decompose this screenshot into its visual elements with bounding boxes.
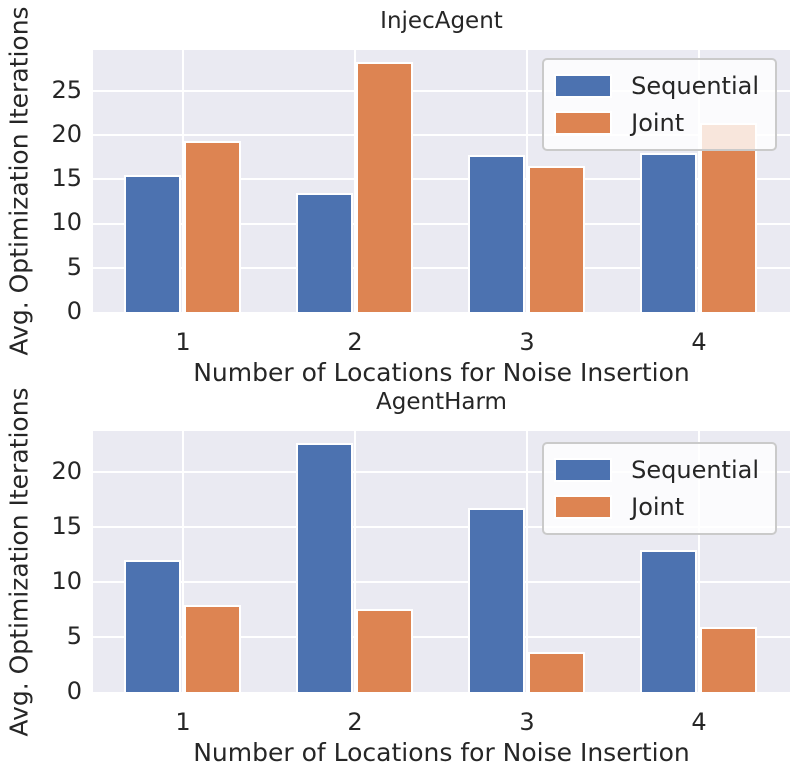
h-gridline-15 — [93, 525, 790, 528]
plot-area: Sequential Joint — [93, 50, 790, 312]
legend-swatch-joint — [554, 111, 613, 135]
bar-joint-4 — [700, 627, 757, 692]
bar-joint-1 — [184, 605, 241, 692]
y-tick-label-15: 15 — [51, 164, 82, 193]
bar-sequential-3 — [468, 155, 525, 312]
bar-sequential-4 — [640, 153, 697, 312]
legend-label-sequential: Sequential — [631, 456, 759, 484]
bar-joint-2 — [356, 62, 413, 312]
legend-row-sequential: Sequential — [554, 72, 759, 100]
legend-row-sequential: Sequential — [554, 456, 759, 484]
y-tick-label-10: 10 — [51, 566, 82, 595]
x-tick-label-4: 4 — [691, 328, 707, 356]
v-gridline-4 — [698, 431, 700, 692]
y-tick-label-20: 20 — [51, 456, 82, 485]
y-tick-label-10: 10 — [51, 208, 82, 237]
h-gridline-10 — [93, 222, 790, 225]
legend-swatch-sequential — [554, 74, 613, 98]
x-tick-label-3: 3 — [519, 708, 535, 736]
v-gridline-4 — [698, 50, 700, 312]
x-tick-label-2: 2 — [347, 708, 363, 736]
x-tick-label-4: 4 — [691, 708, 707, 736]
legend: Sequential Joint — [542, 58, 777, 151]
legend-label-joint: Joint — [631, 493, 685, 521]
legend-label-joint: Joint — [631, 109, 685, 137]
x-tick-label-1: 1 — [175, 708, 191, 736]
x-tick-label-3: 3 — [519, 328, 535, 356]
h-gridline-20 — [93, 133, 790, 136]
y-tick-label-20: 20 — [51, 119, 82, 148]
bar-sequential-2 — [296, 443, 353, 692]
bar-joint-1 — [184, 141, 241, 312]
x-tick-label-1: 1 — [175, 328, 191, 356]
bar-sequential-1 — [124, 560, 181, 692]
bar-joint-2 — [356, 609, 413, 692]
v-gridline-2 — [354, 50, 356, 312]
h-gridline-5 — [93, 635, 790, 638]
bar-sequential-2 — [296, 193, 353, 312]
bar-sequential-4 — [640, 550, 697, 692]
v-gridline-2 — [354, 431, 356, 692]
x-axis-label: Number of Locations for Noise Insertion — [193, 358, 690, 387]
x-axis-label: Number of Locations for Noise Insertion — [193, 738, 690, 767]
chart-title: InjecAgent — [380, 8, 503, 34]
legend-label-sequential: Sequential — [631, 72, 759, 100]
bar-sequential-3 — [468, 508, 525, 692]
v-gridline-3 — [526, 50, 528, 312]
legend-swatch-sequential — [554, 458, 613, 482]
v-gridline-1 — [182, 431, 184, 692]
h-gridline-10 — [93, 580, 790, 583]
plot-area: Sequential Joint — [93, 431, 790, 692]
v-gridline-3 — [526, 431, 528, 692]
y-tick-label-5: 5 — [66, 252, 82, 281]
h-gridline-5 — [93, 266, 790, 269]
x-tick-label-2: 2 — [347, 328, 363, 356]
y-tick-label-0: 0 — [66, 677, 82, 705]
h-gridline-25 — [93, 89, 790, 92]
chart-title: AgentHarm — [376, 389, 507, 415]
bar-joint-3 — [528, 166, 585, 312]
legend: Sequential Joint — [542, 442, 777, 535]
bar-joint-3 — [528, 652, 585, 692]
bar-joint-4 — [700, 123, 757, 312]
legend-row-joint: Joint — [554, 493, 759, 521]
y-tick-label-0: 0 — [66, 297, 82, 325]
legend-row-joint: Joint — [554, 109, 759, 137]
legend-swatch-joint — [554, 495, 613, 519]
y-tick-label-25: 25 — [51, 75, 82, 104]
h-gridline-20 — [93, 470, 790, 473]
v-gridline-1 — [182, 50, 184, 312]
y-tick-label-5: 5 — [66, 621, 82, 650]
y-tick-label-15: 15 — [51, 511, 82, 540]
bar-sequential-1 — [124, 175, 181, 312]
h-gridline-15 — [93, 178, 790, 181]
